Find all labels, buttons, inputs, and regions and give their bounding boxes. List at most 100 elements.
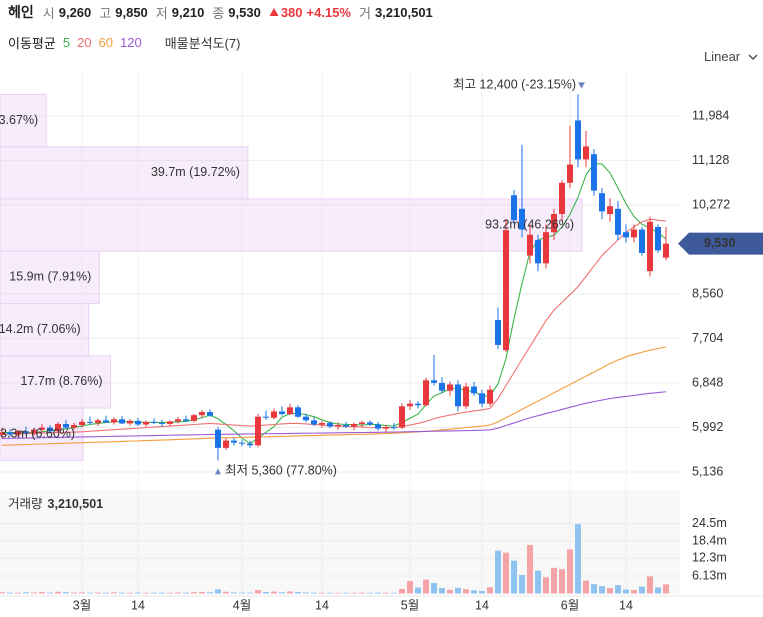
profile-label: 93.2m (46.26%) — [485, 217, 574, 231]
candle-body — [287, 407, 293, 415]
volume-bar — [335, 592, 341, 594]
candle-body — [527, 234, 533, 256]
candle-body — [639, 229, 645, 253]
candle-body — [247, 443, 253, 446]
candle-body — [207, 412, 213, 416]
volume-bar — [119, 592, 125, 594]
y-tick-label: 10,272 — [692, 197, 730, 211]
candle-body — [111, 419, 117, 423]
volume-bar — [567, 549, 573, 594]
min-marker — [215, 468, 221, 475]
candle-body — [135, 420, 141, 425]
legend-item[interactable]: 120 — [120, 34, 142, 50]
volume-bar — [519, 574, 525, 594]
volume-bar — [175, 592, 181, 594]
candle-body — [47, 427, 53, 432]
volume-bar — [135, 592, 141, 594]
low-label: 저 — [155, 5, 168, 21]
candle-body — [511, 195, 517, 221]
volume-bar — [527, 544, 533, 594]
candle-body — [215, 429, 221, 448]
volume-bar — [31, 592, 37, 594]
volume-bar — [87, 592, 93, 594]
candle-body — [223, 440, 229, 448]
candle-body — [39, 427, 45, 430]
candle-body — [343, 425, 349, 427]
volume-bar — [607, 588, 613, 594]
volume-tick-label: 18.4m — [692, 533, 727, 547]
volume-bar — [143, 592, 149, 594]
candle-body — [543, 232, 549, 264]
candle-body — [183, 419, 189, 421]
candle-body — [599, 193, 605, 212]
candle-body — [23, 431, 29, 434]
volume-bar — [39, 592, 45, 594]
ma-line — [1, 218, 667, 435]
volume-bar — [95, 592, 101, 594]
x-tick-label: 14 — [131, 598, 145, 612]
volume-bar — [431, 582, 437, 594]
volume-bar — [487, 587, 493, 594]
candle-body — [535, 239, 541, 264]
candle-body — [407, 403, 413, 407]
candle-body — [567, 164, 573, 183]
open-label: 시 — [42, 5, 55, 21]
legend-item[interactable]: 60 — [98, 34, 114, 50]
candle-body — [351, 423, 357, 427]
indicator-bar: 이동평균 5 20 60 120 매물분석도(7) — [8, 32, 247, 52]
candle-body — [63, 423, 69, 428]
candle-body — [143, 421, 149, 425]
candle-body — [487, 389, 493, 404]
high-label: 고 — [99, 5, 112, 21]
volume-bar — [631, 590, 637, 594]
volume-bar — [591, 584, 597, 594]
candle-body — [439, 382, 445, 391]
volume-bar — [655, 587, 661, 594]
volume-value: 3,210,501 — [374, 4, 433, 20]
candle-body — [415, 403, 421, 406]
up-arrow — [269, 8, 279, 16]
max-marker — [578, 82, 585, 89]
y-tick-label: 11,128 — [692, 153, 729, 167]
high-value: 9,850 — [115, 4, 148, 20]
legend-item[interactable]: 5 — [62, 34, 71, 50]
scale-selector[interactable]: Linear — [704, 49, 758, 64]
profile-bar — [0, 303, 90, 357]
ma-label[interactable]: 이동평균 — [8, 35, 56, 51]
candle-body — [575, 120, 581, 160]
candle-body — [519, 208, 525, 230]
volume-bar — [159, 592, 165, 594]
volume-bar — [599, 586, 605, 594]
profile-label: 7.40m (3.67%) — [0, 113, 38, 127]
volume-bar — [647, 576, 653, 594]
stock-name: 헤인 — [8, 4, 34, 20]
profile-toggle[interactable]: 매물분석도(7) — [164, 35, 241, 51]
legend-item[interactable]: 20 — [77, 34, 92, 50]
candle-body — [15, 431, 21, 435]
volume-bar — [391, 592, 397, 594]
candle-body — [7, 432, 13, 435]
volume-bar — [639, 586, 645, 594]
volume-bar — [439, 588, 445, 594]
volume-bar — [63, 592, 69, 594]
volume-bar — [207, 592, 213, 594]
candle-body — [399, 406, 405, 428]
volume-bar — [199, 591, 205, 594]
volume-bar — [79, 592, 85, 594]
volume-tick-label: 12.3m — [692, 551, 727, 565]
x-tick-label: 4월 — [233, 598, 251, 612]
volume-bar — [303, 592, 309, 594]
candle-body — [495, 320, 501, 345]
volume-bar — [583, 580, 589, 594]
volume-bar — [367, 592, 373, 594]
scale-label[interactable]: Linear — [704, 49, 741, 64]
volume-bar — [111, 592, 117, 594]
volume-bar — [271, 591, 277, 594]
volume-bar — [103, 592, 109, 594]
volume-bar — [559, 569, 565, 594]
candle-body — [375, 424, 381, 429]
volume-bar — [463, 589, 469, 594]
volume-bar — [15, 592, 21, 594]
volume-bar — [151, 592, 157, 594]
